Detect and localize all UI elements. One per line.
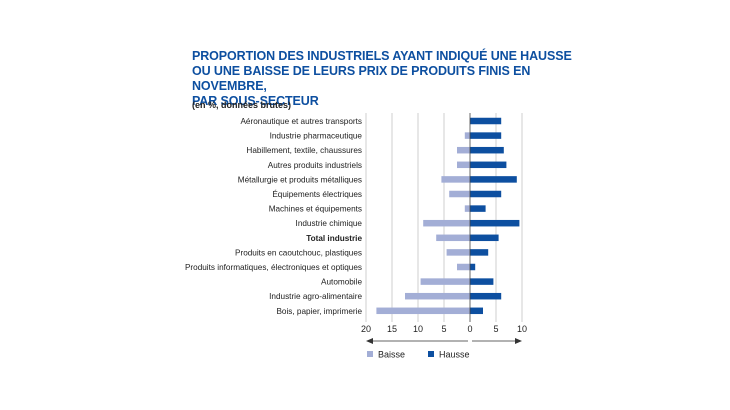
x-tick-label: 10	[517, 324, 527, 334]
category-label: Automobile	[321, 278, 362, 287]
bar-hausse	[470, 132, 502, 139]
bar-hausse	[470, 161, 507, 169]
category-label: Équipements électriques	[272, 189, 362, 199]
bar-baisse	[457, 161, 470, 169]
legend-label-hausse: Hausse	[439, 350, 470, 360]
x-tick-label: 5	[493, 324, 498, 334]
category-label: Bois, papier, imprimerie	[276, 307, 362, 316]
bar-baisse	[464, 132, 470, 139]
chart-title-line-3: PAR SOUS-SECTEUR	[192, 94, 319, 108]
bar-baisse	[446, 249, 470, 256]
category-label: Métallurgie et produits métalliques	[238, 175, 362, 184]
bar-baisse	[457, 146, 470, 154]
bar-hausse	[470, 234, 499, 242]
bar-hausse	[470, 263, 476, 271]
x-tick-label: 15	[387, 324, 397, 334]
category-label: Produits informatiques, électroniques et…	[185, 263, 362, 272]
chart-title-line-1: PROPORTION DES INDUSTRIELS AYANT INDIQUÉ…	[192, 49, 572, 63]
bar-hausse	[470, 117, 502, 125]
category-label: Aéronautique et autres transports	[240, 117, 362, 126]
category-label: Habillement, textile, chaussures	[246, 146, 362, 155]
arrow-right-icon	[515, 338, 522, 344]
bar-hausse	[470, 249, 489, 256]
category-label: Industrie agro-alimentaire	[269, 292, 362, 301]
category-label: Autres produits industriels	[268, 161, 362, 170]
bar-baisse	[420, 278, 470, 285]
chart-title: PROPORTION DES INDUSTRIELS AYANT INDIQUÉ…	[192, 49, 592, 109]
bar-hausse	[470, 176, 517, 183]
x-tick-label: 20	[361, 324, 371, 334]
bar-baisse	[405, 292, 470, 300]
bar-baisse	[449, 190, 470, 198]
bar-baisse	[436, 234, 470, 242]
chart-title-line-2: OU UNE BAISSE DE LEURS PRIX DE PRODUITS …	[192, 64, 531, 93]
x-tick-label: 5	[441, 324, 446, 334]
arrow-left-icon	[366, 338, 373, 344]
legend-swatch-baisse	[367, 351, 373, 357]
bar-baisse	[457, 263, 470, 271]
category-label: Produits en caoutchouc, plastiques	[235, 248, 362, 257]
legend-label-baisse: Baisse	[378, 350, 405, 360]
bar-hausse	[470, 146, 504, 154]
bar-baisse	[423, 219, 470, 227]
category-label: Industrie pharmaceutique	[270, 132, 363, 141]
x-tick-label: 0	[467, 324, 472, 334]
legend-swatch-hausse	[428, 351, 434, 357]
x-tick-label: 10	[413, 324, 423, 334]
bar-baisse	[441, 176, 470, 183]
bar-hausse	[470, 190, 502, 198]
bar-baisse	[464, 205, 470, 212]
bar-baisse	[376, 307, 470, 315]
bar-hausse	[470, 292, 502, 300]
bar-hausse	[470, 205, 486, 212]
bar-hausse	[470, 278, 494, 285]
bar-hausse	[470, 307, 483, 315]
category-label: Machines et équipements	[269, 205, 362, 214]
category-label: Industrie chimique	[296, 219, 363, 228]
bar-hausse	[470, 219, 520, 227]
chart-subtitle: (en %, données brutes)	[192, 100, 292, 110]
category-label: Total industrie	[306, 234, 362, 243]
